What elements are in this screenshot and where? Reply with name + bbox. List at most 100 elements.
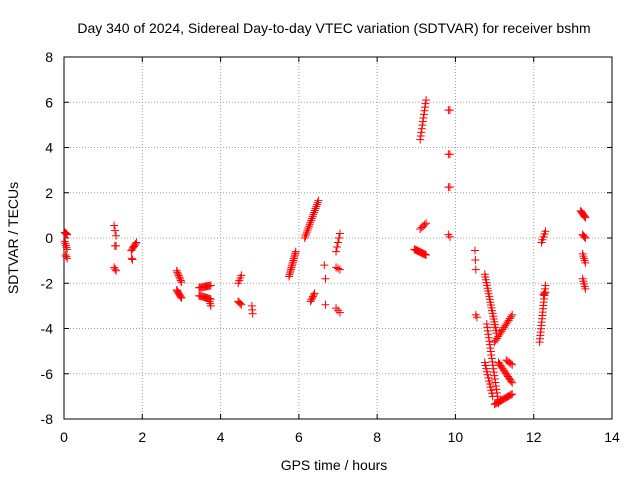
data-point [419,110,428,119]
data-point [63,254,72,263]
data-point [416,131,425,140]
data-point [541,227,550,236]
data-point [237,271,246,280]
data-point [132,238,141,247]
data-point [484,333,493,342]
data-point [581,258,590,267]
data-point [416,135,425,144]
data-point [491,378,500,387]
data-point [177,278,186,287]
data-point [421,99,430,108]
data-points [60,95,590,409]
data-point [127,254,136,263]
data-point [61,241,70,250]
data-point [490,371,499,380]
data-point [302,228,311,237]
data-point [445,106,454,115]
data-point [508,360,517,369]
data-point [506,359,515,368]
data-point [508,378,517,387]
x-tick-label: 0 [60,429,68,445]
data-point [112,231,121,240]
data-point [300,234,309,242]
data-point [61,239,70,248]
data-point [486,344,495,353]
data-point [487,354,496,363]
data-point [62,230,71,239]
data-point [111,265,120,274]
data-point [310,289,319,298]
data-point [507,312,516,321]
data-point [306,297,315,306]
data-point [541,288,550,297]
data-point [488,392,497,401]
plot-frame [63,56,613,420]
y-tick-label: 2 [45,185,53,201]
data-point [62,243,71,252]
data-point [420,106,429,115]
x-axis-label: GPS time / hours [281,457,388,473]
data-point [112,266,121,275]
data-point [307,214,316,223]
data-point [177,293,186,302]
x-tick-label: 10 [448,429,464,445]
data-point [60,237,69,246]
data-point [305,222,314,231]
data-point [131,239,140,248]
data-point [176,276,185,285]
data-point [445,183,454,192]
data-point [63,230,72,239]
data-point [581,234,590,242]
data-point [237,300,246,309]
data-point [111,226,120,235]
data-point [483,323,492,332]
data-point [174,271,183,280]
data-point [110,263,119,272]
data-point [306,218,315,227]
data-point [445,150,454,159]
data-point [310,206,319,215]
data-point [320,261,329,270]
data-point [471,265,480,274]
data-point [488,361,497,370]
x-tick-labels: 0 2 4 6 8 10 12 14 [60,429,620,445]
y-tick-label: 0 [45,230,53,246]
data-point [309,291,318,300]
data-point [471,256,480,265]
data-point [422,95,431,104]
data-point [419,113,428,122]
data-point [62,252,71,261]
data-point [491,381,500,390]
data-point [507,390,516,399]
data-point [321,300,330,309]
data-point [308,292,317,301]
data-point [541,281,550,290]
data-point [332,247,341,256]
data-point [310,208,319,217]
data-point [486,347,495,356]
data-point [489,368,498,377]
data-point [236,299,245,308]
data-point [206,301,215,310]
data-point [335,308,344,317]
x-tick-label: 12 [526,429,542,445]
data-point [420,220,429,229]
data-point [313,198,322,207]
data-point [174,270,183,279]
grid-lines [64,57,612,419]
data-point [417,128,426,137]
data-point [334,264,342,273]
x-tick-label: 8 [373,429,381,445]
x-tick-label: 6 [295,429,303,445]
data-point [312,200,321,209]
data-point [482,319,491,328]
data-point [63,245,72,254]
data-point [308,294,317,303]
data-point [291,247,300,256]
data-point [61,229,70,238]
data-point [303,226,312,235]
data-point [418,121,427,130]
y-tick-label: 8 [45,49,53,65]
data-point [485,337,494,346]
